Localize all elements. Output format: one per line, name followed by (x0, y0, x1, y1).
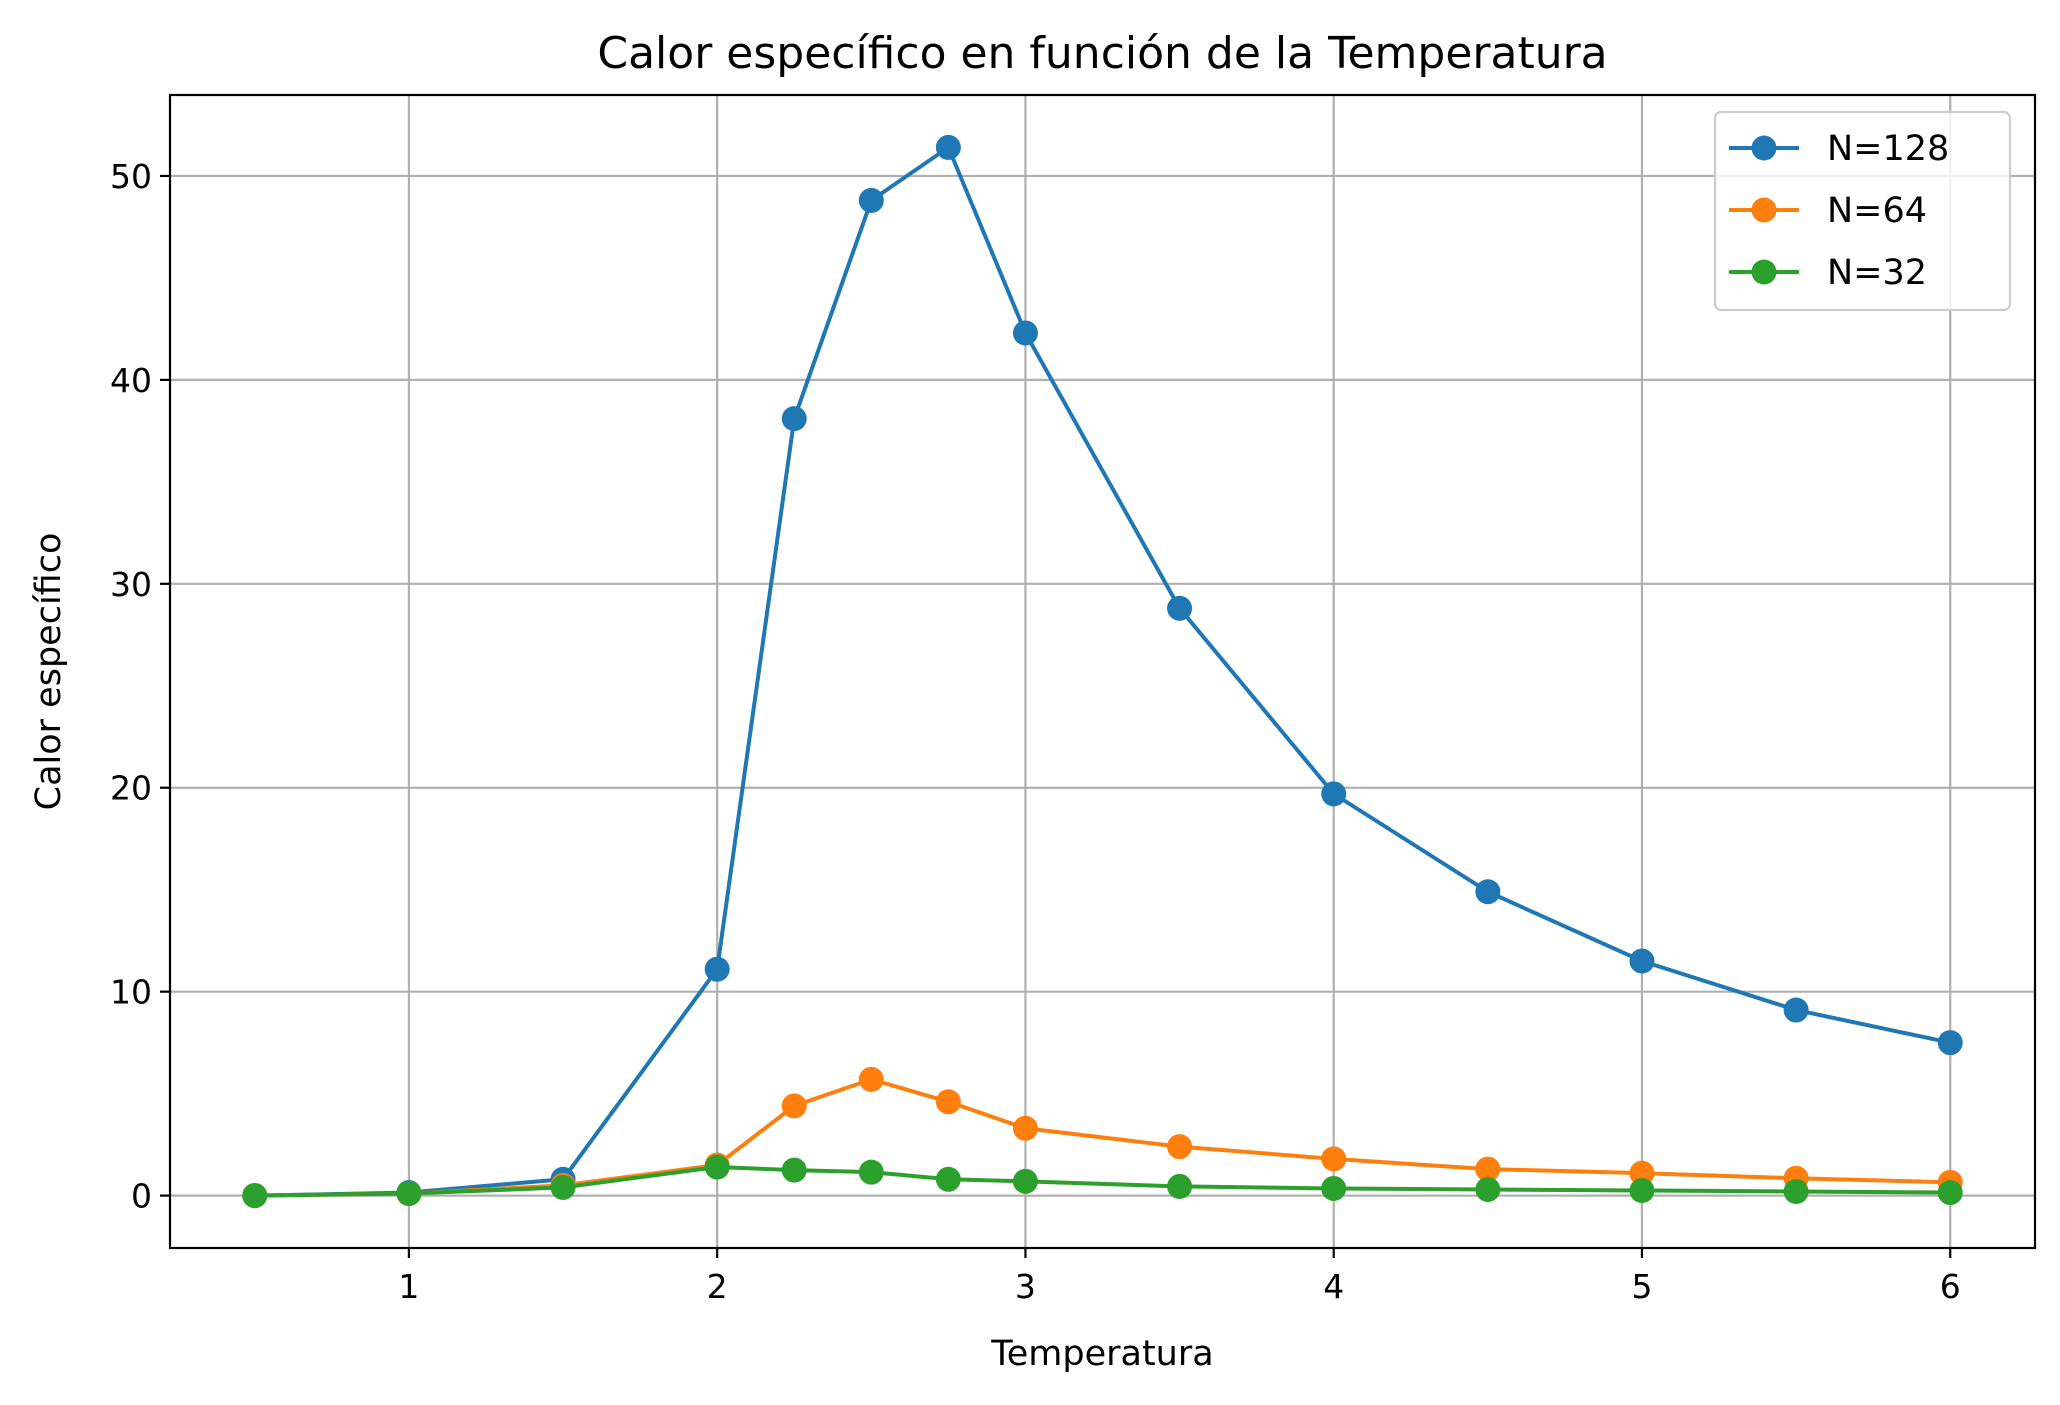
data-point (1475, 1176, 1501, 1202)
legend-item: N=64 (1729, 191, 1927, 231)
data-point (550, 1174, 576, 1200)
x-tick-label: 4 (1323, 1267, 1344, 1306)
data-point (1629, 948, 1655, 974)
x-tick-label: 5 (1631, 1267, 1652, 1306)
data-point (935, 1166, 961, 1192)
data-point (858, 1066, 884, 1092)
x-tick-label: 6 (1940, 1267, 1961, 1306)
series-N=128 (242, 134, 1963, 1209)
chart-title: Calor específico en función de la Temper… (597, 28, 1607, 79)
legend-label: N=64 (1827, 191, 1927, 231)
legend-label: N=128 (1827, 129, 1949, 169)
x-tick-label: 2 (707, 1267, 728, 1306)
y-tick-label: 10 (110, 973, 152, 1012)
series-line (254, 1165, 1951, 1198)
data-point (858, 187, 884, 213)
data-point (1012, 320, 1038, 346)
legend: N=128 N=64 N=32 (1713, 110, 2012, 312)
data-point (935, 1089, 961, 1115)
data-point (1475, 879, 1501, 905)
y-tick-label: 20 (110, 769, 152, 808)
axis-ticks: 1 2 3 4 5 6 0 10 20 30 40 50 (110, 157, 1961, 1306)
data-point (1167, 1173, 1193, 1199)
data-point (1783, 997, 1809, 1023)
x-axis-label: Temperatura (990, 1334, 1213, 1374)
data-point (858, 1159, 884, 1185)
data-point (1475, 1156, 1501, 1182)
data-point (1167, 595, 1193, 621)
y-tick-label: 0 (131, 1177, 152, 1216)
y-tick-label: 40 (110, 361, 152, 400)
data-point (1321, 1175, 1347, 1201)
x-tick-label: 3 (1015, 1267, 1036, 1306)
data-point (781, 406, 807, 432)
y-tick-label: 30 (110, 565, 152, 604)
y-axis-label: Calor específico (29, 533, 69, 811)
legend-label: N=32 (1827, 253, 1927, 293)
data-point (781, 1157, 807, 1183)
data-point (1321, 781, 1347, 807)
data-point (1321, 1146, 1347, 1172)
data-point (1937, 1180, 1963, 1206)
series-line (254, 1077, 1951, 1198)
legend-item: N=128 (1729, 129, 1949, 169)
data-point (781, 1093, 807, 1119)
x-tick-label: 1 (398, 1267, 419, 1306)
y-tick-label: 50 (110, 157, 152, 196)
series-line (254, 145, 1951, 1198)
legend-marker (1751, 259, 1777, 285)
data-point (1012, 1115, 1038, 1141)
data-point (935, 134, 961, 160)
data-point (396, 1181, 422, 1207)
data-point (242, 1183, 268, 1209)
plot-frame (168, 93, 2037, 1250)
data-point (704, 956, 730, 982)
data-point (1629, 1177, 1655, 1203)
data-point (1167, 1134, 1193, 1160)
data-point (1012, 1168, 1038, 1194)
series-N=32 (242, 1154, 1963, 1209)
legend-marker (1751, 135, 1777, 161)
legend-marker (1751, 197, 1777, 223)
data-point (704, 1154, 730, 1180)
series-N=64 (242, 1066, 1963, 1209)
legend-item: N=32 (1729, 253, 1927, 293)
data-point (1783, 1179, 1809, 1205)
data-point (1937, 1030, 1963, 1056)
legend-frame (1713, 110, 2012, 312)
series-layer (242, 134, 1963, 1209)
data-point (1629, 1160, 1655, 1186)
